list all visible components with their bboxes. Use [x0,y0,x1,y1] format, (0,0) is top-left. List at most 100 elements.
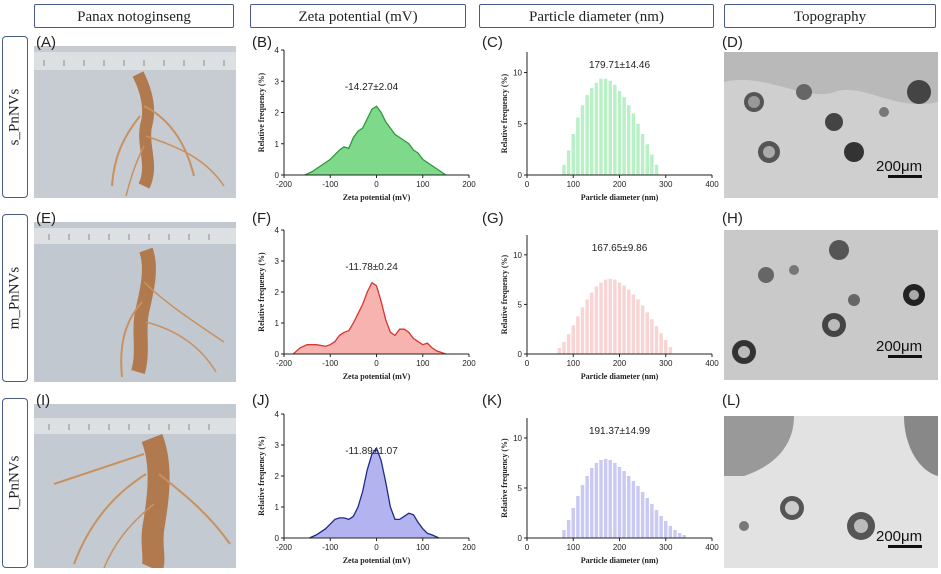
bar-k [627,476,631,538]
chart-title-b: -14.27±2.04 [345,82,399,93]
x-tick-label-c: 200 [613,180,627,189]
chart-title-k: 191.37±14.99 [589,426,651,437]
x-tick-label-c: 300 [659,180,673,189]
bar-g [566,334,571,354]
x-tick-label-f: -100 [322,359,339,368]
x-tick-label-k: 0 [525,543,530,552]
bar-g [627,289,631,354]
bar-g [659,333,663,354]
x-tick-label-b: 0 [374,180,379,189]
y-tick-label-b: 0 [275,171,280,180]
x-axis-label-g: Particle diameter (nm) [581,372,659,381]
header-panax: Panax notoginseng [34,4,234,28]
y-tick-label-g: 10 [513,251,522,260]
panel-letter-g: (G) [482,210,504,227]
x-tick-label-f: -200 [276,359,293,368]
bar-k [585,476,589,538]
bar-g [636,299,640,354]
scale-bar-label: 200μm [876,158,923,175]
area-fill-f [293,282,446,354]
bar-k [673,530,677,538]
x-tick-label-f: 0 [374,359,379,368]
bar-k [566,520,571,538]
y-tick-label-g: 0 [518,350,523,359]
x-tick-label-c: 0 [525,180,530,189]
bar-g [617,282,622,354]
scale-bar-line [888,175,922,178]
area-fill-b [304,106,446,175]
bar-c [594,82,599,175]
bar-c [622,97,626,175]
bar-k [636,486,640,538]
y-tick-label-b: 4 [275,46,280,55]
scale-bar-label: 200μm [876,528,923,545]
bar-g [599,282,603,354]
bar-g [562,342,566,354]
panel-letter-a: (A) [36,34,56,51]
x-tick-label-k: 400 [705,543,719,552]
x-axis-label-c: Particle diameter (nm) [581,193,659,202]
scale-bar-line [888,355,922,358]
bar-g [613,279,617,354]
y-axis-label-f: Relative frequency (%) [257,252,266,332]
bar-g [645,312,649,354]
bar-k [608,460,612,538]
y-tick-label-k: 10 [513,434,522,443]
y-tick-label-f: 3 [275,257,280,266]
x-tick-label-j: 200 [462,543,476,552]
bar-g [557,348,562,354]
bar-c [566,150,571,175]
y-tick-label-j: 4 [275,410,280,419]
x-tick-label-j: 0 [374,543,379,552]
y-tick-label-f: 1 [275,319,280,328]
y-axis-label-c: Relative frequency (%) [500,73,509,153]
bar-k [677,533,682,538]
x-tick-label-c: 100 [567,180,581,189]
bar-k [613,463,617,538]
y-tick-label-k: 0 [518,534,523,543]
bar-k [659,516,663,538]
x-tick-label-g: 100 [567,359,581,368]
x-axis-label-k: Particle diameter (nm) [581,556,659,565]
bar-c [580,105,585,175]
x-axis-label-f: Zeta potential (mV) [343,372,411,381]
bar-k [640,492,645,538]
x-tick-label-j: 100 [416,543,430,552]
bar-k [599,460,603,538]
y-tick-label-c: 10 [513,69,522,78]
bar-k [631,481,636,538]
y-axis-label-g: Relative frequency (%) [500,254,509,334]
y-tick-label-c: 5 [518,120,523,129]
y-tick-label-f: 2 [275,288,280,297]
y-tick-label-b: 1 [275,140,280,149]
bar-g [654,326,659,354]
bar-g [664,340,668,354]
scale-bar-d: 200μm [876,158,922,178]
bar-c [590,87,594,175]
series-line-j [309,446,440,539]
bar-c [613,84,617,175]
bar-k [654,510,659,538]
bar-c [645,144,649,175]
y-tick-label-j: 0 [275,534,280,543]
x-tick-label-j: -200 [276,543,293,552]
x-tick-label-g: 400 [705,359,719,368]
y-tick-label-j: 1 [275,503,280,512]
x-tick-label-b: -200 [276,180,293,189]
header-topography: Topography [724,4,936,28]
bar-g [571,325,575,354]
series-line-b [304,105,447,176]
x-axis-label-b: Zeta potential (mV) [343,193,411,202]
panel-letter-b: (B) [252,34,272,51]
bar-g [668,347,673,354]
panel-letter-f: (F) [252,210,272,227]
bar-g [580,307,585,354]
bar-g [576,316,580,354]
row-label-l: l_PnNVs [2,398,28,568]
y-tick-label-c: 0 [518,171,523,180]
bar-g [594,286,599,354]
header-particle: Particle diameter (nm) [479,4,714,28]
bar-k [645,498,649,538]
x-tick-label-g: 0 [525,359,530,368]
bar-c [636,123,640,175]
